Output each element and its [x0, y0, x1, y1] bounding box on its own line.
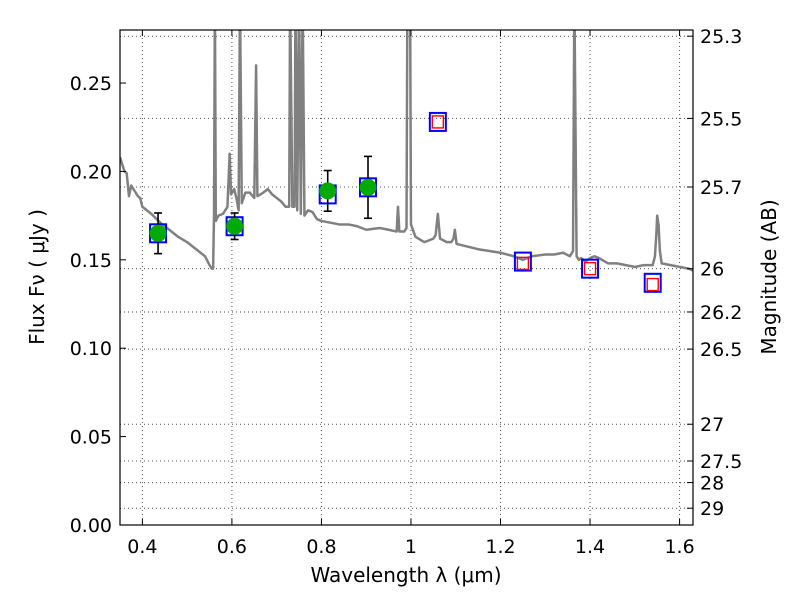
- y-axis-label: Flux Fν ( μJy ): [25, 209, 49, 345]
- y2-tick-label: 25.7: [700, 177, 742, 199]
- model-box: [643, 272, 662, 293]
- y2-tick-label: 25.3: [700, 26, 742, 48]
- model-box: [513, 251, 532, 272]
- x-tick-label: 1.6: [664, 536, 694, 558]
- y2-tick-label: 28: [700, 473, 724, 495]
- prediction-box: [646, 277, 659, 292]
- observed-point: [359, 178, 377, 196]
- y2-tick-label: 26: [700, 259, 724, 281]
- x-tick-label: 1.2: [485, 536, 515, 558]
- x-tick-label: 0.8: [306, 536, 336, 558]
- x-tick-label: 1.4: [575, 536, 605, 558]
- marker-layer: [149, 111, 662, 293]
- y2-tick-label: 26.2: [700, 302, 742, 324]
- tick-layer: 0.4 0.6 0.8 1 1.2 1.4 1.6 0.00 0.05 0.10 0.15 0.20 0…: [70, 26, 743, 558]
- prediction-box: [583, 261, 597, 276]
- model-box: [581, 258, 600, 279]
- y-tick-label: 0.25: [70, 73, 112, 95]
- observed-point: [149, 224, 167, 242]
- y2-tick-label: 27: [700, 414, 724, 436]
- prediction-box: [431, 115, 445, 129]
- x-tick-label: 1: [405, 536, 417, 558]
- y-tick-label: 0.20: [70, 161, 112, 183]
- observed-point: [226, 217, 244, 235]
- grid: [120, 30, 693, 525]
- plot-frame: [119, 29, 694, 526]
- y2-tick-label: 29: [700, 498, 724, 520]
- x-tick-label: 0.6: [217, 536, 247, 558]
- observed-point: [319, 182, 337, 200]
- x-axis-label: Wavelength λ (μm): [310, 563, 501, 587]
- y2-tick-label: 27.5: [700, 451, 742, 473]
- model-box: [428, 111, 447, 132]
- y2-tick-label: 26.5: [700, 339, 742, 361]
- y-tick-label: 0.15: [70, 250, 112, 272]
- y-tick-label: 0.10: [70, 338, 112, 360]
- x-tick-label: 0.4: [127, 536, 157, 558]
- y2-axis-label: Magnitude (AB): [757, 199, 781, 354]
- y2-tick-label: 25.5: [700, 108, 742, 130]
- prediction-box: [516, 256, 530, 271]
- y-tick-label: 0.00: [70, 515, 112, 537]
- y-tick-label: 0.05: [70, 427, 112, 449]
